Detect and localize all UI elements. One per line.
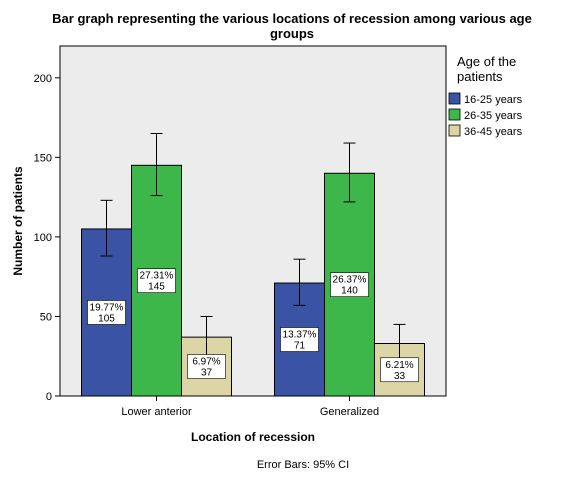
data-label-count: 71 <box>294 341 306 352</box>
data-label-percent: 6.21% <box>385 360 413 371</box>
footnote: Error Bars: 95% CI <box>257 459 349 471</box>
data-label-percent: 27.31% <box>140 271 174 282</box>
legend-title-line-1: Age of the <box>457 54 516 69</box>
x-axis-title: Location of recession <box>191 430 315 444</box>
legend-swatch <box>448 92 461 105</box>
y-tick-label: 50 <box>40 311 52 323</box>
legend-swatch <box>448 108 461 121</box>
y-tick-label: 0 <box>46 391 52 403</box>
data-label-percent: 6.97% <box>192 357 220 368</box>
data-label-count: 105 <box>98 313 115 324</box>
data-label-percent: 19.77% <box>90 302 124 313</box>
x-axis: Lower anterior Generalized <box>121 396 379 418</box>
data-label-count: 145 <box>148 282 165 293</box>
data-label-box <box>380 357 419 383</box>
legend-label: 16-25 years <box>464 94 523 106</box>
legend-swatch <box>448 124 461 137</box>
chart-title-line-1: Bar graph representing the various locat… <box>52 11 532 26</box>
legend-title-line-2: patients <box>457 69 503 84</box>
data-label-percent: 26.37% <box>333 275 367 286</box>
bars-group: 19.77%105 27.31%145 6.97%37 13.37%71 26.37%1… <box>81 133 425 397</box>
x-tick-label: Generalized <box>320 406 379 418</box>
data-label-box <box>87 300 126 325</box>
data-label-box <box>187 354 226 379</box>
data-label-count: 33 <box>394 371 406 382</box>
data-label-box <box>137 268 176 293</box>
data-label-count: 140 <box>341 286 358 297</box>
x-tick-label: Lower anterior <box>121 406 192 418</box>
y-tick-label: 100 <box>34 232 52 244</box>
data-label-box <box>330 272 369 297</box>
legend: 16-25 years 26-35 years 36-45 years <box>448 92 523 138</box>
legend-label: 26-35 years <box>464 110 523 122</box>
data-label-percent: 13.37% <box>283 330 317 341</box>
legend-label: 36-45 years <box>464 126 523 138</box>
data-label-count: 37 <box>201 368 213 379</box>
chart-title-line-2: groups <box>270 26 314 41</box>
y-axis: 0 50 100 150 200 <box>34 73 60 403</box>
data-label-box <box>280 327 319 352</box>
y-tick-label: 200 <box>34 73 52 85</box>
y-tick-label: 150 <box>34 152 52 164</box>
y-axis-title: Number of patients <box>11 166 25 276</box>
